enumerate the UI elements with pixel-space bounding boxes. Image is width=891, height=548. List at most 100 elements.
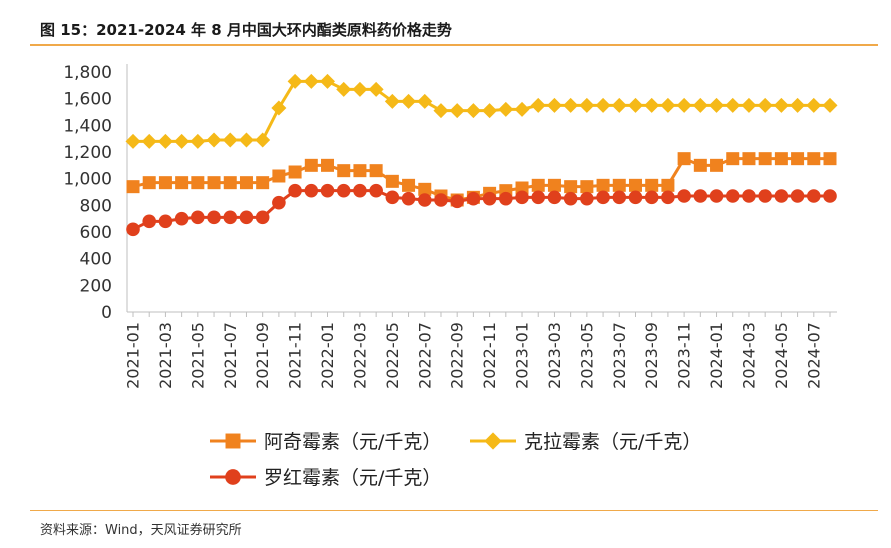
x-tick-label: 2024-01 xyxy=(707,322,726,389)
data-point-square xyxy=(337,164,351,178)
data-point-diamond xyxy=(320,73,336,89)
x-axis: 2021-01 2021-03 2021-05 2021-07 2021-09 2021-… xyxy=(124,311,837,389)
data-point-diamond xyxy=(141,133,157,149)
data-point-diamond xyxy=(757,97,773,113)
data-point-square xyxy=(175,176,189,190)
data-point-circle xyxy=(499,191,513,206)
title-divider xyxy=(30,44,878,46)
series-3 xyxy=(126,183,837,237)
data-point-square xyxy=(531,178,545,192)
data-point-circle xyxy=(239,210,254,225)
data-point-diamond xyxy=(563,97,579,113)
data-point-square xyxy=(288,165,302,179)
data-point-circle xyxy=(515,190,529,205)
data-point-square xyxy=(225,433,241,449)
data-point-circle xyxy=(336,183,351,198)
data-point-circle xyxy=(450,194,464,209)
data-point-square xyxy=(791,152,805,166)
data-point-circle xyxy=(385,190,400,205)
legend-item: 克拉霉素（元/千克） xyxy=(470,431,701,453)
data-point-circle xyxy=(191,210,205,225)
data-point-diamond xyxy=(595,97,611,113)
data-point-square xyxy=(126,180,140,194)
data-point-circle xyxy=(709,189,724,203)
data-point-circle xyxy=(320,183,335,198)
data-point-circle xyxy=(644,190,659,205)
data-point-square xyxy=(304,158,318,172)
y-tick-label: 1,400 xyxy=(63,116,112,136)
data-point-diamond xyxy=(157,133,173,149)
data-point-square xyxy=(661,178,675,192)
data-point-square xyxy=(385,174,399,188)
data-point-square xyxy=(628,178,642,192)
data-point-square xyxy=(353,164,367,178)
y-tick-label: 1,200 xyxy=(63,143,112,163)
data-point-circle xyxy=(531,190,546,205)
data-point-diamond xyxy=(352,81,368,97)
y-axis: 0 200 400 600 800 1,000 1,200 1,400 1,600 1,800 xyxy=(63,63,128,323)
data-point-diamond xyxy=(190,133,206,149)
x-tick-label: 2021-01 xyxy=(124,322,143,389)
x-tick-label: 2023-07 xyxy=(610,322,629,389)
data-point-diamond xyxy=(627,97,643,113)
data-point-diamond xyxy=(465,103,481,119)
data-point-diamond xyxy=(822,97,838,113)
data-point-circle xyxy=(823,189,837,203)
data-point-circle xyxy=(434,193,448,207)
data-point-diamond xyxy=(303,73,319,89)
data-point-circle xyxy=(225,469,241,485)
data-point-circle xyxy=(174,211,189,226)
data-point-circle xyxy=(580,191,594,206)
data-point-diamond xyxy=(482,103,498,119)
data-point-circle xyxy=(661,190,675,205)
data-point-circle xyxy=(223,210,238,225)
data-point-diamond xyxy=(676,97,692,113)
data-point-square xyxy=(677,152,691,166)
data-point-square xyxy=(742,152,756,166)
data-point-square xyxy=(321,158,335,172)
data-point-square xyxy=(402,178,416,192)
data-point-circle xyxy=(369,183,383,198)
x-tick-label: 2022-09 xyxy=(448,322,467,389)
x-tick-label: 2022-07 xyxy=(415,322,434,389)
legend: 阿奇霉素（元/千克） 克拉霉素（元/千克） 罗红霉素（元/千克） xyxy=(210,431,701,489)
data-point-square xyxy=(710,158,724,172)
data-point-diamond xyxy=(238,132,254,148)
x-tick-label: 2024-07 xyxy=(804,322,823,389)
x-tick-label: 2023-05 xyxy=(577,322,596,389)
data-point-square xyxy=(418,182,432,196)
x-tick-label: 2021-09 xyxy=(253,322,272,389)
data-point-square xyxy=(272,169,286,183)
data-point-square xyxy=(645,178,659,192)
data-point-square xyxy=(256,176,270,190)
data-point-square xyxy=(693,158,707,172)
data-point-square xyxy=(142,176,156,190)
series-2 xyxy=(125,73,838,149)
data-point-square xyxy=(807,152,821,166)
data-point-circle xyxy=(596,190,610,205)
x-tick-label: 2023-09 xyxy=(642,322,661,389)
data-point-diamond xyxy=(530,97,546,113)
data-point-circle xyxy=(207,210,221,225)
legend-item: 阿奇霉素（元/千克） xyxy=(210,431,441,453)
y-tick-label: 0 xyxy=(101,303,112,323)
x-tick-label: 2021-11 xyxy=(286,322,305,389)
data-point-circle xyxy=(790,189,805,203)
data-point-square xyxy=(369,164,383,178)
data-point-circle xyxy=(612,190,627,205)
x-tick-label: 2022-03 xyxy=(350,322,369,389)
data-point-square xyxy=(515,181,529,195)
data-point-circle xyxy=(677,189,691,203)
data-point-square xyxy=(758,152,772,166)
data-point-square xyxy=(580,180,594,194)
data-point-square xyxy=(596,178,610,192)
data-point-circle xyxy=(288,183,302,198)
data-point-diamond xyxy=(611,97,627,113)
data-point-diamond xyxy=(806,97,822,113)
data-point-diamond xyxy=(514,101,530,117)
data-point-circle xyxy=(401,191,416,206)
data-point-circle xyxy=(158,214,173,229)
data-point-diamond xyxy=(336,81,352,97)
data-point-diamond xyxy=(709,97,725,113)
